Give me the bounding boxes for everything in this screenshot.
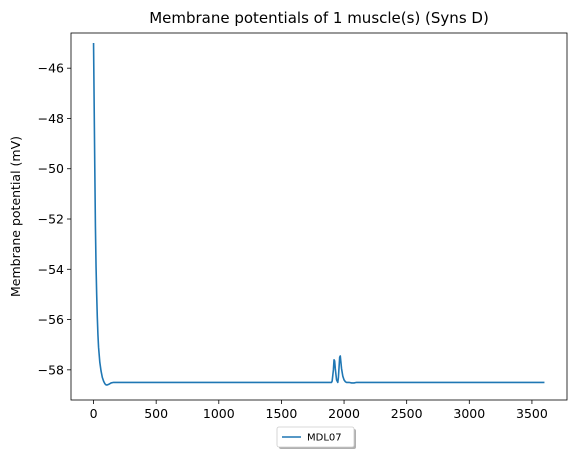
y-tick-label: −56: [38, 312, 64, 327]
y-tick-label: −52: [38, 212, 64, 227]
x-tick-label: 3500: [516, 406, 548, 421]
y-tick-label: −48: [38, 111, 64, 126]
x-tick-label: 2500: [391, 406, 423, 421]
x-tick-label: 2000: [328, 406, 360, 421]
y-axis: −46 −48 −50 −52 −54 −56 −58: [38, 61, 71, 377]
x-tick-label: 3000: [453, 406, 485, 421]
y-tick-label: −46: [38, 61, 64, 76]
x-axis: 0 500 1000 1500 2000 2500 3000 3500: [90, 400, 548, 421]
legend: MDL07: [276, 426, 356, 449]
x-tick-label: 1000: [203, 406, 235, 421]
y-tick-label: −54: [38, 262, 64, 277]
legend-box: [276, 426, 355, 448]
legend-label: MDL07: [307, 433, 342, 444]
x-tick-label: 1500: [266, 406, 298, 421]
x-tick-label: 500: [144, 406, 168, 421]
chart-title: Membrane potentials of 1 muscle(s) (Syns…: [149, 9, 489, 27]
series-line-mdl07: [92, 43, 545, 386]
series-layer: [92, 43, 545, 386]
y-tick-label: −58: [38, 362, 64, 377]
x-tick-label: 0: [90, 406, 98, 421]
y-tick-label: −50: [38, 161, 64, 176]
y-axis-title: Membrane potential (mV): [8, 136, 23, 297]
plot-frame: [70, 32, 568, 401]
